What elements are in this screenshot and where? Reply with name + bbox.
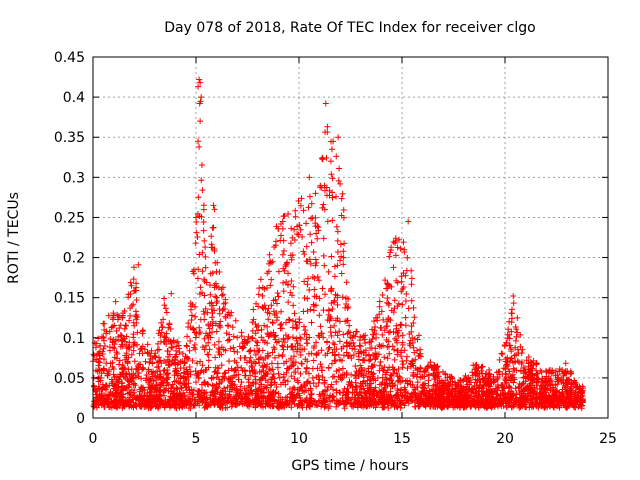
y-tick-label: 0.4 [63,90,85,106]
axis-ticks [92,56,609,419]
data-points [90,76,587,412]
x-tick-labels: 0 5 10 15 20 25 [89,431,617,447]
y-tick-label: 0 [76,411,85,427]
y-tick-labels: 0 0.05 0.1 0.15 0.2 0.25 0.3 0.35 0.4 0.45 [54,50,85,427]
roti-point-markers [90,76,587,412]
chart-title: Day 078 of 2018, Rate Of TEC Index for r… [164,20,535,36]
x-tick-label: 20 [496,431,514,447]
y-tick-label: 0.35 [54,130,85,146]
x-axis-label: GPS time / hours [291,458,408,474]
x-tick-label: 5 [192,431,201,447]
y-tick-label: 0.2 [63,251,85,267]
y-tick-label: 0.05 [54,371,85,387]
x-tick-label: 10 [290,431,308,447]
y-tick-label: 0.1 [63,331,85,347]
y-tick-label: 0.15 [54,291,85,307]
x-tick-label: 15 [393,431,411,447]
y-axis-label: ROTI / TECUs [6,192,22,284]
y-tick-label: 0.25 [54,210,85,226]
x-tick-label: 25 [599,431,617,447]
y-tick-label: 0.3 [63,170,85,186]
y-tick-label: 0.45 [54,50,85,66]
plot-frame [92,56,609,419]
x-tick-label: 0 [89,431,98,447]
